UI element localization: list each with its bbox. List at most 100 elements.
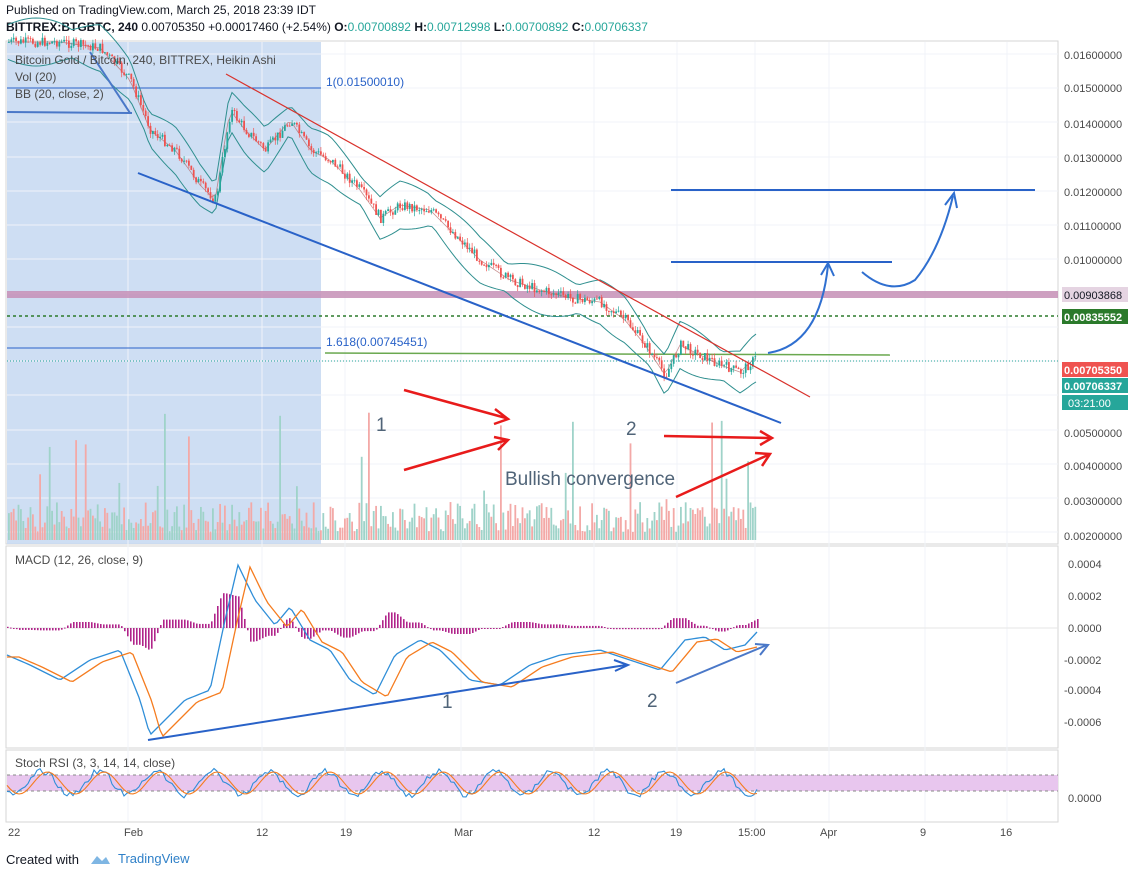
macd-histogram-bar [445, 628, 447, 632]
candle-body [670, 363, 673, 370]
open-label: O: [334, 20, 348, 34]
candle-body [651, 353, 653, 355]
candle-body [276, 132, 279, 141]
volume-bar [118, 482, 121, 540]
close-label: C: [571, 20, 585, 34]
candle-body [365, 189, 368, 196]
volume-bar [377, 528, 380, 540]
macd-histogram-bar [322, 628, 324, 631]
macd-histogram-bar [247, 628, 249, 631]
macd-histogram-bar [286, 619, 288, 628]
price-tag-bg [1062, 378, 1128, 393]
macd-histogram-bar [184, 619, 186, 628]
candle-body [39, 42, 41, 45]
candle-body [440, 214, 442, 219]
macd-histogram-bar [325, 628, 327, 631]
price-axis[interactable]: 0.01600000 0.01500000 0.01400000 0.01300… [1062, 50, 1128, 543]
volume-bar [89, 508, 92, 540]
macd-histogram-bar [319, 628, 321, 633]
macd-histogram-bar [313, 628, 315, 637]
candle-body [447, 220, 449, 228]
volume-bar [425, 507, 428, 540]
volume-bar [706, 526, 709, 540]
candle-body [82, 40, 85, 45]
volume-bar [704, 516, 706, 540]
volume-bar [245, 520, 248, 540]
macd-histogram-bar [214, 613, 216, 628]
candle-body [629, 320, 632, 328]
candle-body [164, 134, 166, 147]
macd-histogram-bar [361, 628, 363, 632]
candle-body [411, 203, 413, 212]
candle-body [430, 210, 433, 213]
candle-body [632, 327, 634, 331]
macd-histogram-bar [577, 625, 579, 628]
macd-panel[interactable] [5, 545, 1059, 749]
volume-bar [552, 524, 555, 540]
volume-bar [411, 517, 413, 540]
macd-histogram-bar [220, 598, 222, 628]
candle-body [231, 109, 233, 122]
projection-arrow-2 [861, 195, 954, 288]
candle-body [348, 173, 351, 183]
volume-bar [36, 531, 39, 540]
macd-histogram-bar [646, 628, 648, 630]
volume-bar [53, 524, 56, 540]
volume-bar [394, 527, 397, 540]
volume-bar [197, 518, 200, 540]
volume-bar [461, 518, 464, 540]
volume-bar [310, 528, 313, 540]
volume-bar [423, 518, 425, 540]
red-arrows [403, 388, 775, 499]
volume-bar [248, 507, 250, 540]
candle-body [418, 210, 421, 212]
volume-bar [65, 526, 68, 540]
candle-body [264, 148, 267, 152]
open-value: 0.00700892 [347, 20, 411, 34]
price-tick: 0.01300000 [1064, 153, 1122, 165]
macd-histogram-bar [718, 628, 720, 632]
candle-body [192, 169, 195, 178]
volume-bar [284, 514, 286, 540]
candle-body [248, 134, 250, 137]
candle-body [519, 278, 521, 287]
volume-bar [257, 521, 260, 540]
macd-histogram-bar [241, 607, 243, 628]
time-axis[interactable]: 22 Feb 12 19 Mar 12 19 15:00 Apr 9 16 [8, 827, 1012, 839]
macd-histogram-bar [757, 619, 759, 628]
volume-bar [689, 508, 692, 540]
candle-body [531, 283, 533, 289]
macd-histogram-bar [667, 622, 669, 628]
volume-bar [718, 523, 721, 540]
volume-bar [480, 529, 483, 540]
candle-body [509, 274, 512, 278]
volume-bar [507, 510, 509, 540]
candle-body [116, 61, 118, 64]
legend-stoch: Stoch RSI (3, 3, 14, 14, close) [15, 756, 175, 770]
macd-axis[interactable]: 0.0004 0.0002 0.0000 -0.0002 -0.0004 -0.… [1064, 559, 1102, 729]
tradingview-logo[interactable]: TradingView [88, 851, 190, 866]
price-tick: 0.01200000 [1064, 187, 1122, 199]
candle-body [432, 209, 435, 211]
candle-body [80, 40, 82, 48]
macd-histogram-bar [205, 623, 207, 628]
macd-histogram-bar [169, 619, 171, 628]
volume-bar [219, 503, 221, 540]
macd-histogram-bar [40, 628, 42, 631]
candle-body [113, 56, 116, 64]
volume-bar [24, 527, 27, 540]
volume-bar [502, 512, 505, 540]
candle-body [495, 264, 497, 266]
candle-body [737, 367, 740, 370]
candle-body [428, 211, 430, 213]
candle-body [284, 125, 286, 131]
candle-body [41, 37, 44, 45]
candle-body [449, 227, 452, 234]
volume-bar [161, 527, 164, 540]
volume-bar [651, 520, 653, 540]
macd-histogram-bar [355, 628, 357, 635]
candle-body [368, 195, 370, 199]
candle-body [696, 349, 699, 353]
macd-histogram-bar [139, 628, 141, 645]
